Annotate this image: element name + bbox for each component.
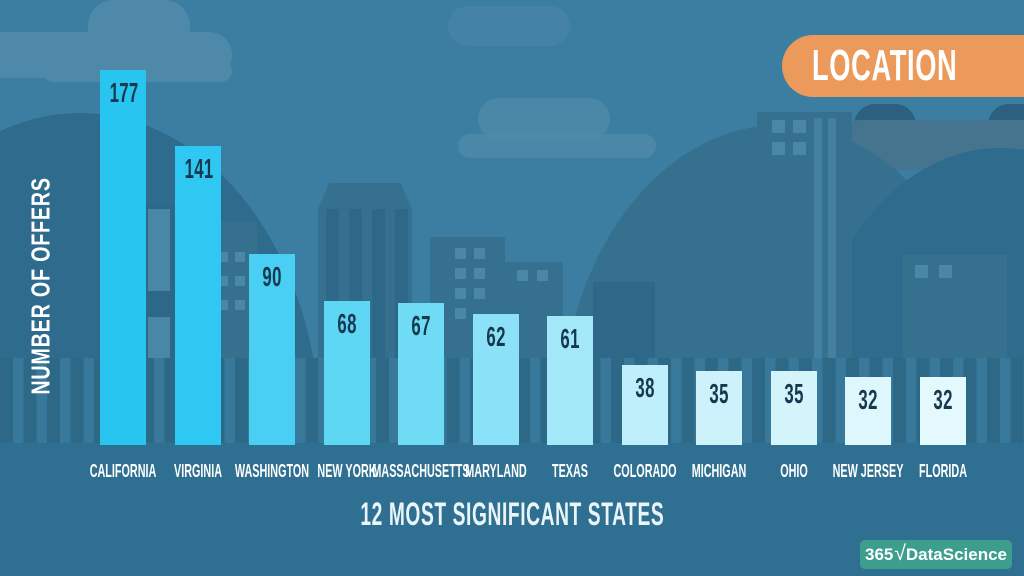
bar-cell-maryland: 62 MARYLAND [465, 313, 526, 481]
bar-chart: 177 CALIFORNIA 141 VIRGINIA 90 WASHINGTON 68 NE… [90, 70, 967, 481]
x-tick-label-michigan: MICHIGAN [691, 461, 747, 481]
logo-suffix: DataScience [905, 544, 1008, 564]
x-tick-label-virginia: VIRGINIA [173, 461, 222, 481]
x-axis-title: 12 MOST SIGNIFICANT STATES [0, 496, 1024, 533]
x-tick-label-new-jersey: NEW JERSEY [832, 461, 904, 481]
bar-colorado: 38 [621, 364, 668, 445]
bar-value-label: 32 [858, 384, 878, 416]
bar-value-label: 32 [933, 384, 953, 416]
location-badge-label: LOCATION [812, 41, 958, 90]
cloud-icon [448, 6, 570, 46]
bar-value-label: 38 [635, 371, 655, 403]
bar-virginia: 141 [174, 146, 221, 445]
x-tick-label-texas: TEXAS [552, 461, 589, 481]
bar-value-label: 62 [486, 320, 506, 352]
bar-cell-texas: 61 TEXAS [547, 315, 594, 481]
x-axis-title-text: 12 MOST SIGNIFICANT STATES [360, 496, 664, 532]
bar-florida: 32 [919, 377, 966, 445]
x-tick-label-maryland: MARYLAND [464, 461, 527, 481]
bar-cell-new-jersey: 32 NEW JERSEY [833, 377, 904, 481]
cloud-icon [478, 98, 610, 140]
x-tick-label-washington: WASHINGTON [234, 461, 310, 481]
square-root-icon: √ [894, 541, 906, 565]
bar-value-label: 177 [109, 77, 139, 108]
bar-cell-new-york: 68 NEW YORK [317, 300, 376, 481]
x-tick-label-california: CALIFORNIA [89, 461, 157, 481]
bar-value-label: 141 [184, 153, 214, 185]
bar-cell-washington: 90 WASHINGTON [235, 254, 309, 481]
bar-cell-california: 177 CALIFORNIA [90, 70, 156, 481]
bar-washington: 90 [249, 254, 296, 445]
bar-new-york: 68 [323, 300, 370, 445]
bar-cell-massachusetts: 67 MASSACHUSETTS [373, 303, 470, 481]
bar-massachusetts: 67 [398, 303, 445, 445]
x-tick-label-florida: FLORIDA [918, 461, 967, 481]
bar-michigan: 35 [696, 370, 743, 445]
bar-california: 177 [100, 70, 146, 445]
bar-value-label: 61 [560, 322, 580, 354]
y-axis-title-text: NUMBER OF OFFERS [25, 176, 56, 395]
bar-value-label: 35 [784, 377, 804, 409]
bar-ohio: 35 [770, 370, 817, 445]
logo-badge: 365 √ DataScience [860, 540, 1012, 569]
bar-maryland: 62 [472, 313, 519, 445]
bar-cell-colorado: 38 COLORADO [613, 364, 676, 481]
bar-value-label: 35 [709, 377, 729, 409]
bar-texas: 61 [547, 315, 594, 445]
bar-cell-virginia: 141 VIRGINIA [174, 146, 222, 481]
y-axis-title: NUMBER OF OFFERS [24, 177, 58, 394]
logo-prefix: 365 [864, 544, 894, 564]
bar-cell-ohio: 35 OHIO [770, 370, 817, 481]
x-tick-label-new-york: NEW YORK [316, 461, 377, 481]
x-tick-label-ohio: OHIO [779, 461, 808, 481]
location-badge: LOCATION [782, 35, 1024, 97]
ground-shape [0, 443, 1024, 576]
bar-new-jersey: 32 [845, 377, 892, 445]
x-tick-label-colorado: COLORADO [613, 461, 677, 481]
bar-cell-florida: 32 FLORIDA [919, 377, 967, 481]
bar-cell-michigan: 35 MICHIGAN [692, 370, 747, 481]
x-tick-label-massachusetts: MASSACHUSETTS [372, 461, 470, 481]
bar-value-label: 67 [411, 310, 431, 342]
bar-value-label: 90 [262, 261, 282, 293]
bar-value-label: 68 [336, 307, 357, 339]
cloud-icon [458, 134, 656, 158]
